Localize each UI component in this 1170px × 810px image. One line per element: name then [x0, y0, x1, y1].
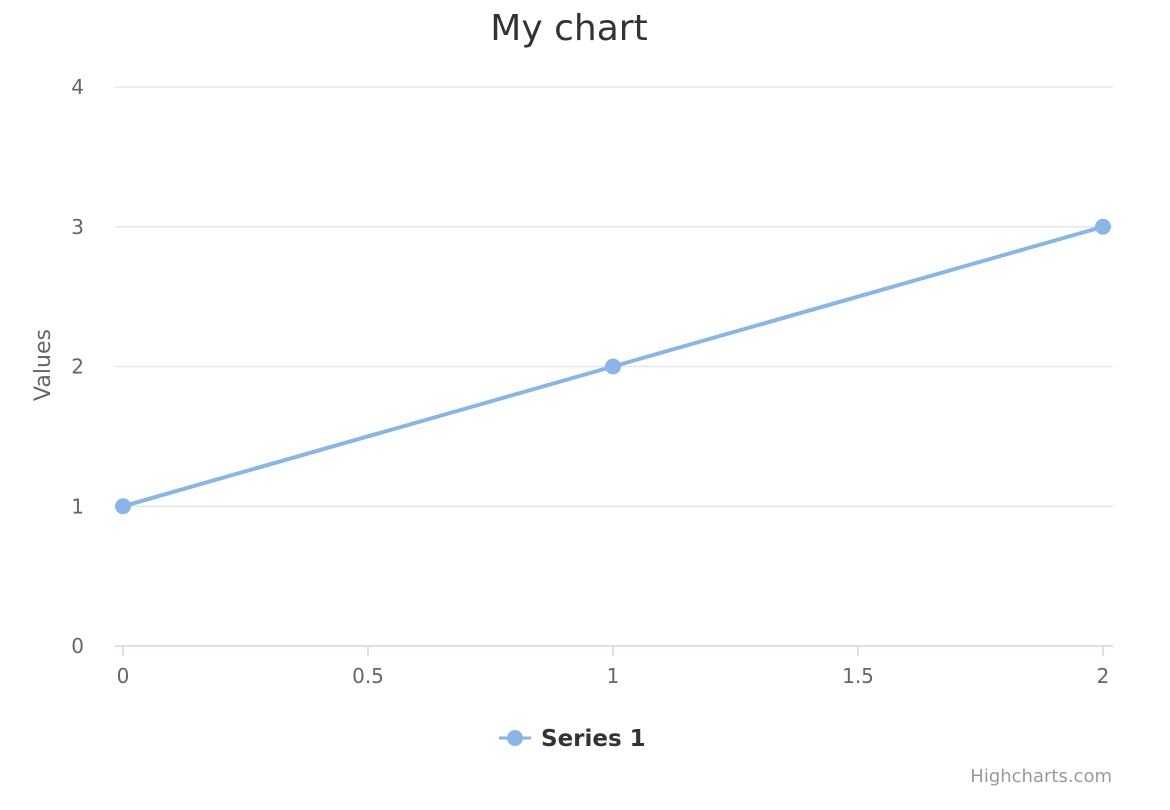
y-tick-label: 4	[71, 75, 84, 99]
x-tick-label: 1	[607, 664, 620, 688]
data-point[interactable]	[115, 498, 131, 515]
y-axis-title: Values	[31, 329, 56, 401]
x-tick-label: 2	[1097, 664, 1110, 688]
y-axis: 0 1 2 3 4	[71, 75, 84, 658]
data-point[interactable]	[1095, 218, 1111, 235]
y-tick-label: 1	[71, 494, 84, 518]
series-group	[115, 218, 1111, 515]
x-tick-label: 0	[117, 664, 130, 688]
legend[interactable]: Series 1	[499, 726, 646, 752]
chart-title: My chart	[490, 8, 647, 49]
y-tick-label: 0	[71, 634, 84, 658]
legend-item-series-1[interactable]: Series 1	[541, 726, 646, 752]
x-tick-label: 1.5	[842, 664, 874, 688]
grid-lines	[115, 86, 1113, 507]
x-tick-label: 0.5	[352, 664, 384, 688]
y-tick-label: 3	[71, 215, 84, 239]
x-axis: 0 0.5 1 1.5 2	[115, 645, 1113, 688]
y-tick-label: 2	[71, 355, 84, 379]
legend-marker	[507, 730, 523, 746]
credits-link[interactable]: Highcharts.com	[970, 766, 1112, 787]
data-point[interactable]	[605, 358, 621, 375]
